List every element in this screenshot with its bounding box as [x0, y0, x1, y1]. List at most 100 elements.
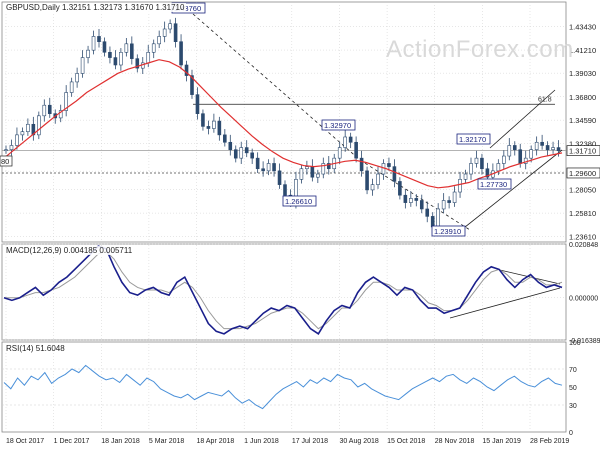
candle-body: [545, 145, 550, 150]
high-value: 1.32173: [93, 3, 123, 12]
macd-title: MACD(12,26,9) 0.004185 0.005711: [4, 246, 135, 255]
candle-body: [398, 181, 402, 196]
annotation-label: 1.32970: [324, 121, 351, 130]
annotation-box: [431, 225, 466, 237]
candle-body: [250, 152, 254, 159]
channel-upper-line: [489, 89, 556, 149]
candle-body: [551, 147, 555, 150]
x-tick-label: 5 Mar 2018: [149, 438, 185, 445]
candle-body: [173, 23, 178, 43]
candle-body: [37, 115, 41, 136]
candle-body: [354, 141, 358, 159]
candle-body: [9, 145, 14, 150]
annotation-label: 1.27730: [480, 180, 507, 189]
price-tick-label: 1.23610: [569, 232, 596, 241]
x-tick-label: 18 Oct 2017: [6, 438, 44, 445]
rsi-tick-label: 30: [569, 403, 577, 410]
left-edge-box: [0, 155, 13, 167]
candle-body: [124, 43, 129, 53]
candle-body: [485, 168, 490, 178]
annotation-label: 1.32170: [459, 135, 486, 144]
macd-grid: [1, 243, 567, 341]
candle-body: [370, 184, 375, 191]
candle-body: [86, 49, 90, 58]
candle-body: [474, 157, 479, 164]
candle-body: [496, 163, 501, 172]
candle-body: [518, 149, 523, 164]
annotation-label: 1.43760: [174, 4, 201, 13]
x-tick-label: 28 Feb 2019: [530, 438, 569, 445]
rsi-line: [3, 364, 563, 410]
price-tick-label: 1.25810: [569, 209, 596, 218]
rsi-tick-label: 100: [569, 340, 581, 347]
candle-body: [299, 168, 304, 180]
candle-body: [305, 166, 309, 170]
price-tick-label: 1.32380: [569, 140, 596, 149]
axis-labels: 1.43430 1.41210 1.39030 1.36800 1.34590 1.323…: [0, 23, 600, 445]
candle-body: [255, 157, 260, 170]
candle-body: [97, 36, 101, 43]
candle-body: [162, 28, 167, 37]
candle-body: [452, 191, 457, 203]
annotation-box: [477, 178, 512, 190]
candle-body: [75, 73, 79, 83]
candle-body: [436, 208, 440, 228]
x-tick-label: 28 Nov 2018: [435, 438, 475, 445]
candle-body: [217, 120, 222, 136]
candle-body: [201, 113, 205, 127]
candle-body: [108, 51, 112, 58]
candle-body: [414, 198, 419, 201]
candle-body: [326, 163, 331, 170]
candle-body: [212, 120, 216, 129]
x-tick-label: 17 Jul 2018: [292, 438, 328, 445]
macd-line: [3, 245, 563, 335]
candle-body: [523, 157, 528, 164]
annotation-box: [321, 119, 356, 131]
price-tick-label: 1.36800: [569, 93, 596, 102]
candle-body: [206, 126, 211, 129]
current-price-label: 1.31710: [569, 147, 596, 156]
candle-body: [146, 51, 151, 64]
candle-body: [365, 170, 369, 191]
candle-body: [91, 36, 96, 51]
x-tick-label: 18 Jan 2018: [101, 438, 140, 445]
candle-body: [512, 145, 517, 150]
candle-body: [348, 136, 353, 143]
candle-body: [130, 43, 134, 59]
candle-body: [359, 157, 364, 172]
candle-body: [458, 179, 462, 193]
price-annotations: 1.43760 1.32970 1.26610 1.23910 1.27730 1.321…: [171, 2, 512, 237]
price-tick-label: 1.39030: [569, 69, 596, 78]
rsi-tick-label: 50: [569, 385, 577, 392]
rsi-lines: [3, 364, 563, 410]
candle-body: [502, 155, 506, 164]
candle-body: [277, 170, 282, 185]
candle-body: [42, 104, 47, 117]
candle-body: [343, 136, 347, 148]
rsi-panel-frame: [1, 341, 567, 433]
candle-body: [419, 200, 424, 210]
downtrend-line: [192, 13, 361, 161]
candle-body: [69, 81, 74, 93]
low-value: 1.31670: [124, 3, 154, 12]
candle-body: [529, 149, 533, 159]
candle-body: [184, 64, 189, 76]
candle-body: [119, 51, 123, 66]
candle-body: [47, 104, 52, 114]
candle-body: [261, 168, 265, 172]
candle-body: [337, 147, 342, 159]
x-grid: [5, 2, 531, 432]
x-tick-label: 1 Jun 2018: [244, 438, 279, 445]
candle-body: [469, 163, 473, 175]
candle-body: [102, 41, 107, 53]
candle-body: [310, 166, 315, 178]
x-tick-label: 1 Dec 2017: [54, 438, 90, 445]
price-tick-label: 1.41210: [569, 46, 596, 55]
watermark: ActionForex.com: [386, 36, 574, 63]
current-price-box: [566, 145, 600, 156]
candle-body: [507, 145, 512, 157]
price-tick-label: 1.28050: [569, 185, 596, 194]
macd-tick-label: -0.016389: [569, 338, 600, 345]
candle-body: [387, 163, 391, 167]
candle-body: [480, 157, 484, 170]
